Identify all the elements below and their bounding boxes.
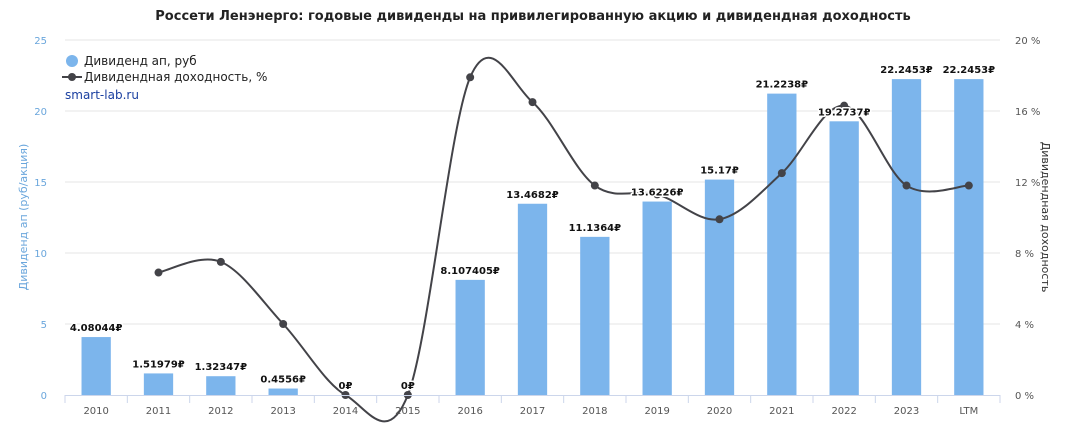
bar[interactable] <box>642 201 672 395</box>
bar[interactable] <box>954 79 984 396</box>
source-link[interactable]: smart-lab.ru <box>65 88 139 102</box>
x-tick-label: 2015 <box>395 406 420 417</box>
x-tick-label: 2022 <box>831 406 856 417</box>
x-tick-label: 2010 <box>83 406 108 417</box>
bar-data-label: 11.1364₽ <box>569 223 622 234</box>
y-right-tick-label: 12 % <box>1015 178 1040 189</box>
axes: 0 5 10 15 20 25 0 % 4 % 8 % 12 % 16 % 20 % 2010 2011 2… <box>34 36 1040 417</box>
bar-data-label: 13.6226₽ <box>631 188 684 199</box>
x-tick-label: 2019 <box>644 406 669 417</box>
bar-data-label: 22.2453₽ <box>880 65 933 76</box>
x-tick-label: 2016 <box>457 406 482 417</box>
legend[interactable]: Дивиденд ап, руб Дивидендная доходность,… <box>62 54 267 84</box>
bar-data-label: 0₽ <box>401 381 415 392</box>
bar-data-label: 22.2453₽ <box>943 65 996 76</box>
bar-data-label: 4.08044₽ <box>70 323 123 334</box>
bar-data-label: 0.4556₽ <box>260 375 306 386</box>
chart-title: Россети Ленэнерго: годовые дивиденды на … <box>155 9 910 24</box>
bar-data-label: 1.32347₽ <box>195 362 248 373</box>
bar[interactable] <box>891 79 922 396</box>
bar[interactable] <box>268 388 298 395</box>
x-tick-label: LTM <box>959 406 978 417</box>
yield-point[interactable] <box>216 257 225 266</box>
y-left-tick-label: 5 <box>41 320 47 331</box>
y-left-tick-label: 25 <box>34 36 47 47</box>
x-tick-label: 2020 <box>707 406 732 417</box>
legend-item-yield[interactable]: Дивидендная доходность, % <box>62 70 267 84</box>
bar[interactable] <box>767 93 797 395</box>
yield-point[interactable] <box>902 181 911 190</box>
y-left-tick-label: 10 <box>34 249 47 260</box>
y-right-axis-title: Дивидендная доходность <box>1039 142 1052 293</box>
bar-series <box>81 79 984 396</box>
yield-point[interactable] <box>528 98 537 107</box>
yield-point[interactable] <box>964 181 973 190</box>
x-tick-label: 2011 <box>146 406 171 417</box>
x-tick-label: 2021 <box>769 406 794 417</box>
yield-point[interactable] <box>154 268 163 277</box>
y-left-tick-label: 15 <box>34 178 47 189</box>
yield-point[interactable] <box>840 101 849 110</box>
bar[interactable] <box>81 337 111 395</box>
bar[interactable] <box>704 179 735 395</box>
y-right-tick-label: 0 % <box>1015 391 1034 402</box>
bar-data-label: 19.2737₽ <box>818 107 871 118</box>
bar-labels: 4.08044₽ 1.51979₽ 1.32347₽ 0.4556₽ 0₽ 0₽ 8.107… <box>68 64 996 394</box>
bar[interactable] <box>517 203 548 395</box>
y-right-tick-label: 16 % <box>1015 107 1040 118</box>
bar-data-label: 21.2238₽ <box>756 80 809 91</box>
legend-point-marker <box>68 73 76 81</box>
yield-point[interactable] <box>590 181 599 190</box>
bar-data-label: 8.107405₽ <box>440 266 500 277</box>
legend-label-dividend: Дивиденд ап, руб <box>84 54 197 68</box>
yield-point[interactable] <box>715 215 724 224</box>
x-tick-label: 2012 <box>208 406 233 417</box>
y-right-tick-label: 20 % <box>1015 36 1040 47</box>
bar[interactable] <box>143 373 174 395</box>
x-tick-label: 2017 <box>520 406 545 417</box>
y-left-tick-label: 20 <box>34 107 47 118</box>
x-tick-label: 2013 <box>270 406 295 417</box>
x-tick-label: 2023 <box>894 406 919 417</box>
yield-point[interactable] <box>279 320 288 328</box>
bar-data-label: 13.4682₽ <box>506 190 559 201</box>
y-right-tick-label: 8 % <box>1015 249 1034 260</box>
legend-label-yield: Дивидендная доходность, % <box>84 70 267 84</box>
bar-data-label: 15.17₽ <box>700 166 739 177</box>
yield-point[interactable] <box>777 169 786 178</box>
legend-bar-marker <box>66 55 78 67</box>
yield-point[interactable] <box>653 190 662 199</box>
legend-item-dividend[interactable]: Дивиденд ап, руб <box>66 54 197 68</box>
y-right-tick-label: 4 % <box>1015 320 1034 331</box>
x-tick-label: 2018 <box>582 406 607 417</box>
y-left-axis-title: Дивиденд ап (руб/акция) <box>17 144 30 291</box>
bar[interactable] <box>829 121 859 395</box>
yield-point[interactable] <box>466 73 475 82</box>
x-tick-label: 2014 <box>333 406 358 417</box>
bar-data-label: 0₽ <box>339 381 353 392</box>
bar[interactable] <box>580 236 610 395</box>
bar[interactable] <box>455 279 485 395</box>
y-left-tick-label: 0 <box>41 391 47 402</box>
bar-data-label: 1.51979₽ <box>132 359 185 370</box>
bar[interactable] <box>206 376 236 395</box>
